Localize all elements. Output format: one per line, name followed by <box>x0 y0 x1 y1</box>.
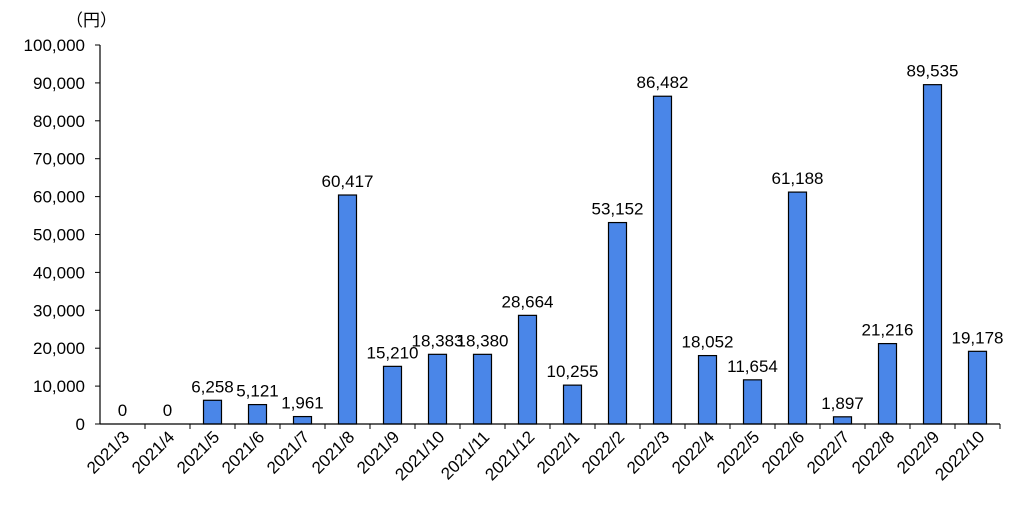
y-tick-label: 100,000 <box>24 36 85 55</box>
y-axis-unit-label: （円） <box>66 11 117 30</box>
data-label: 18,380 <box>457 331 509 350</box>
bar <box>652 95 673 425</box>
bar <box>742 379 763 425</box>
bar <box>922 84 943 425</box>
x-tick-label: 2021/6 <box>218 427 268 477</box>
x-tick-label: 2021/5 <box>173 427 223 477</box>
x-tick-label: 2022/6 <box>758 427 808 477</box>
data-label: 1,961 <box>281 394 324 413</box>
data-label: 10,255 <box>547 362 599 381</box>
y-tick-label: 80,000 <box>33 112 85 131</box>
bar <box>832 416 853 425</box>
y-tick-label: 50,000 <box>33 226 85 245</box>
data-label: 53,152 <box>592 200 644 219</box>
data-label: 19,178 <box>952 328 1004 347</box>
x-tick-label: 2022/7 <box>803 427 853 477</box>
x-tick-label: 2022/2 <box>578 427 628 477</box>
bar <box>877 342 898 425</box>
x-tick-label: 2021/7 <box>263 427 313 477</box>
y-tick-label: 30,000 <box>33 301 85 320</box>
data-label: 18,052 <box>682 333 734 352</box>
y-tick-label: 20,000 <box>33 339 85 358</box>
data-label: 18,383 <box>412 331 464 350</box>
bar <box>787 191 808 425</box>
x-tick-label: 2022/8 <box>848 427 898 477</box>
x-tick-label: 2022/4 <box>668 427 718 477</box>
data-label: 15,210 <box>367 343 419 362</box>
x-tick-label: 2022/3 <box>623 427 673 477</box>
y-tick-label: 40,000 <box>33 263 85 282</box>
bar <box>472 353 493 425</box>
y-tick-label: 60,000 <box>33 188 85 207</box>
x-tick-label: 2021/3 <box>83 427 133 477</box>
bar <box>202 399 223 425</box>
data-label: 0 <box>163 401 172 420</box>
bar <box>517 314 538 425</box>
x-tick-label: 2021/12 <box>481 427 538 484</box>
bar <box>607 221 628 425</box>
bar <box>292 415 313 425</box>
bar <box>427 353 448 425</box>
data-label: 0 <box>118 401 127 420</box>
data-label: 1,897 <box>821 394 864 413</box>
y-axis-ticks: 0 10,000 20,000 30,000 40,000 50,000 60,000 70,… <box>24 36 100 434</box>
y-tick-label: 0 <box>76 415 85 434</box>
x-tick-label: 2021/4 <box>128 427 178 477</box>
bar <box>562 384 583 425</box>
data-label: 28,664 <box>502 292 554 311</box>
y-tick-label: 10,000 <box>33 377 85 396</box>
x-tick-label: 2021/10 <box>391 427 448 484</box>
data-label: 5,121 <box>236 382 279 401</box>
x-tick-label: 2021/8 <box>308 427 358 477</box>
y-tick-label: 70,000 <box>33 150 85 169</box>
x-tick-label: 2022/5 <box>713 427 763 477</box>
bar <box>967 350 988 425</box>
y-tick-label: 90,000 <box>33 74 85 93</box>
data-label: 89,535 <box>907 62 959 81</box>
bars <box>202 84 988 425</box>
data-label: 21,216 <box>862 321 914 340</box>
bar <box>337 194 358 425</box>
bar <box>697 354 718 425</box>
bar <box>382 365 403 425</box>
data-label: 60,417 <box>322 172 374 191</box>
x-tick-label: 2022/1 <box>533 427 583 477</box>
x-tick-label: 2022/10 <box>931 427 988 484</box>
data-label: 86,482 <box>637 73 689 92</box>
data-label: 61,188 <box>772 169 824 188</box>
data-label: 6,258 <box>191 377 234 396</box>
data-label: 11,654 <box>727 357 778 376</box>
bar <box>247 403 268 425</box>
